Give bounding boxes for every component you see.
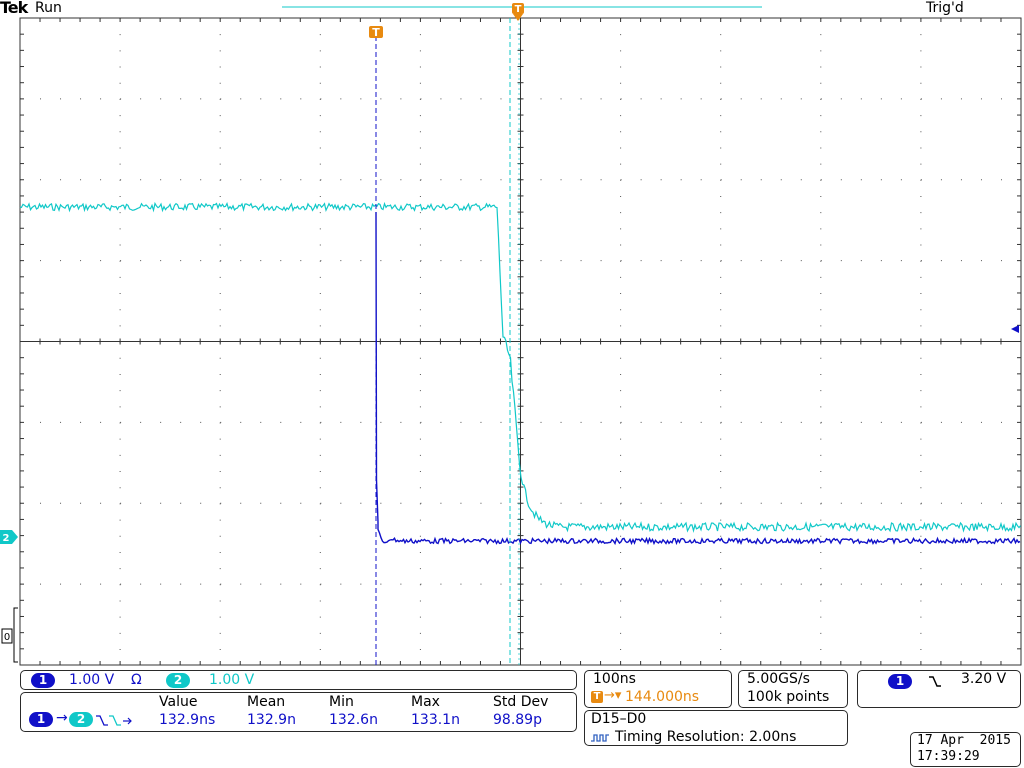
ch2-ground-marker[interactable]: 2 [0,530,18,544]
timing-resolution-icon [591,732,609,744]
trigger-panel[interactable]: 1 3.20 V [857,670,1021,708]
delay-arrow-icon: →▾ [604,688,622,703]
status-bar: Tek Run Trig'd [0,0,1024,18]
ch2-scale[interactable]: 1.00 V [209,672,255,688]
digital-ground-marker[interactable]: 0 [1,607,18,663]
value-min: 132.6n [329,712,378,728]
delay-marker-icon: T [591,691,603,703]
acquisition-panel[interactable]: 5.00GS/s 100k points [738,670,848,708]
record-length[interactable]: 100k points [747,689,830,705]
value-mean: 132.9n [247,712,296,728]
time-display: 17:39:29 [917,749,980,764]
ch1-waveform [375,211,1021,546]
falling-edge-icon [929,676,941,687]
header-max: Max [411,694,440,710]
trigger-level[interactable]: 3.20 V [961,671,1007,687]
cursor-b-label: T [515,4,522,15]
ground-marker-label: 0 [4,632,10,643]
ch2-waveform [19,201,1021,533]
falling-edge-delay-icon [96,715,132,726]
ch1-scale[interactable]: 1.00 V [69,672,115,688]
trigger-source-badge[interactable]: 1 [888,674,912,689]
cursor-a-label: T [372,26,380,39]
measurement-source[interactable]: 1 → 2 [29,710,139,730]
digital-panel[interactable]: D15–D0 Timing Resolution: 2.00ns [584,710,848,746]
header-value: Value [159,694,198,710]
meas-source-ch1-badge: 1 [29,712,53,727]
measurement-panel[interactable]: 1 → 2 Value Mean Min Max Std Dev 132.9ns… [20,692,577,732]
datetime-panel: 17 Apr 2015 17:39:29 [910,732,1021,767]
acquisition-status: Run [35,0,62,16]
timing-resolution: Timing Resolution: 2.00ns [615,729,797,745]
date-display: 17 Apr 2015 [917,733,1011,748]
trigger-status: Trig'd [926,0,964,16]
sample-rate: 5.00GS/s [747,671,810,687]
waveform-display: T T 2 0 [0,3,1022,666]
horizontal-delay[interactable]: 144.000ns [625,689,700,705]
meas-source-ch2-badge: 2 [69,712,93,727]
trigger-level-arrow-icon[interactable] [1011,325,1019,333]
ch1-badge[interactable]: 1 [31,673,55,688]
ch2-badge[interactable]: 2 [166,673,190,688]
graticule [19,17,1022,666]
time-per-div[interactable]: 100ns [593,671,636,687]
cursor-a-marker[interactable]: T [369,26,383,39]
channel-scale-panel[interactable]: 1 1.00 V Ω 2 1.00 V [20,670,577,690]
ch2-marker-label: 2 [3,533,10,544]
value-max: 133.1n [411,712,460,728]
ch1-termination-icon: Ω [131,672,142,688]
value-std-dev: 98.89p [493,712,542,728]
brand-logo: Tek [0,0,28,17]
value-current: 132.9ns [159,712,216,728]
arrow-right-icon: → [56,710,68,726]
header-min: Min [329,694,354,710]
header-mean: Mean [247,694,286,710]
header-std-dev: Std Dev [493,694,549,710]
trigger-position-marker[interactable]: T [512,3,524,21]
horizontal-panel[interactable]: 100ns T →▾ 144.000ns [584,670,732,708]
digital-bus-label[interactable]: D15–D0 [591,711,647,727]
